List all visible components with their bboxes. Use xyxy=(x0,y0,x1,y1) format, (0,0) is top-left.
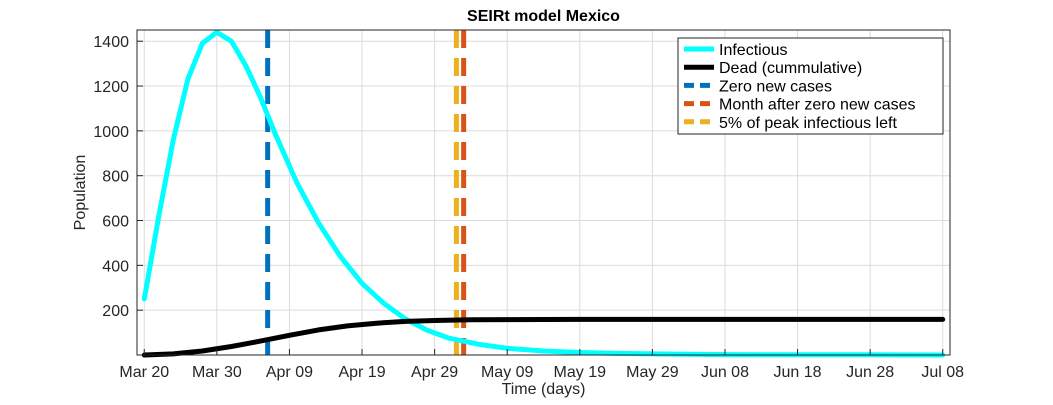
x-tick-label: May 09 xyxy=(481,364,534,381)
x-tick-label: May 29 xyxy=(626,364,679,381)
x-tick-label: May 19 xyxy=(554,364,607,381)
y-tick-label: 600 xyxy=(102,214,129,231)
legend-entry-label: Zero new cases xyxy=(719,78,832,95)
x-axis-label: Time (days) xyxy=(502,381,586,398)
x-tick-label: Jul 08 xyxy=(921,364,964,381)
series-line xyxy=(141,29,946,358)
y-tick-label: 1200 xyxy=(93,79,129,96)
x-tick-label: Mar 30 xyxy=(192,364,242,381)
chart-title: SEIRt model Mexico xyxy=(467,8,620,25)
legend-box xyxy=(677,37,944,135)
y-axis-ticks: 200 400 600 800 1000 1200 1400 xyxy=(93,34,143,320)
plot-frame xyxy=(136,29,951,356)
x-tick-label: Jun 18 xyxy=(774,364,822,381)
x-axis-ticks: Mar 20 Mar 30 Apr 09 Apr 19 Apr 29 May 09 May … xyxy=(119,349,964,381)
y-tick-label: 200 xyxy=(102,303,129,320)
x-tick-label: Apr 09 xyxy=(266,364,313,381)
x-tick-label: Apr 19 xyxy=(338,364,385,381)
y-tick-label: 400 xyxy=(102,258,129,275)
x-tick-label: Jun 28 xyxy=(846,364,894,381)
legend-entry-label: Dead (cummulative) xyxy=(719,60,862,77)
series-lines xyxy=(141,29,946,358)
y-tick-label: 1000 xyxy=(93,124,129,141)
x-tick-label: Mar 20 xyxy=(119,364,169,381)
y-tick-label: 800 xyxy=(102,169,129,186)
y-axis-label: Population xyxy=(72,155,89,231)
legend-entry-label: Month after zero new cases xyxy=(719,97,916,114)
x-tick-label: Jun 08 xyxy=(701,364,749,381)
legend-entry-label: Infectious xyxy=(719,42,787,59)
x-tick-label: Apr 29 xyxy=(411,364,458,381)
legend-entry-label: 5% of peak infectious left xyxy=(719,115,897,132)
series-line xyxy=(141,316,946,358)
y-tick-label: 1400 xyxy=(93,34,129,51)
